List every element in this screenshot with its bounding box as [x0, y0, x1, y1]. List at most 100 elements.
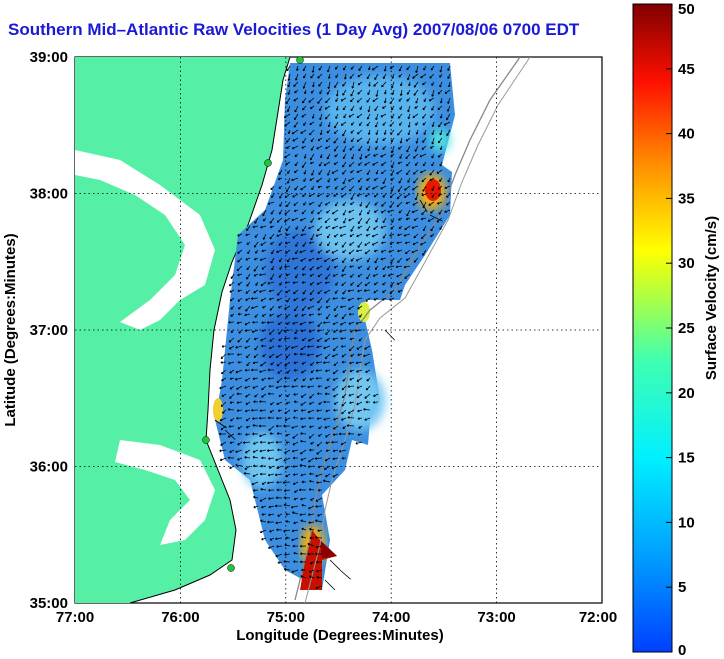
velocity-arrow [422, 185, 427, 192]
velocity-arrow [356, 369, 363, 373]
velocity-arrow [308, 337, 315, 342]
velocity-arrow [357, 217, 363, 225]
velocity-arrow [381, 81, 387, 88]
velocity-arrow [269, 225, 275, 229]
velocity-arrow [270, 273, 275, 280]
velocity-arrow [374, 265, 379, 270]
velocity-arrow [254, 313, 259, 318]
velocity-arrow [342, 369, 347, 373]
velocity-arrow [317, 321, 323, 327]
velocity-arrow [268, 289, 275, 293]
velocity-arrow [342, 161, 347, 168]
velocity-arrow [294, 113, 299, 121]
velocity-arrow [237, 281, 243, 286]
velocity-arrow [262, 217, 267, 222]
velocity-arrow [347, 289, 355, 293]
velocity-arrow [428, 97, 435, 102]
velocity-arrow [325, 97, 331, 104]
velocity-arrow [431, 105, 435, 111]
velocity-arrow [235, 369, 243, 374]
velocity-arrow [367, 145, 371, 152]
velocity-arrow [421, 209, 427, 216]
velocity-arrow [261, 321, 267, 324]
velocity-arrow [244, 313, 251, 317]
velocity-arrow [356, 113, 363, 119]
velocity-arrow [325, 249, 331, 253]
velocity-arrow [355, 257, 363, 262]
speed-shading [242, 75, 450, 488]
velocity-arrow [324, 281, 331, 285]
velocity-arrow [333, 145, 339, 152]
velocity-arrow [285, 225, 291, 232]
colorbar-tick-label: 25 [678, 320, 695, 337]
velocity-arrow [326, 209, 331, 214]
velocity-arrow [334, 81, 339, 88]
velocity-arrow [389, 289, 395, 295]
velocity-arrow [342, 265, 347, 272]
velocity-arrow [342, 201, 347, 206]
velocity-arrow [315, 473, 323, 478]
velocity-arrow [333, 161, 339, 165]
velocity-arrow [303, 121, 307, 126]
velocity-arrow [252, 385, 259, 389]
velocity-arrow [246, 241, 251, 245]
velocity-arrow [340, 305, 347, 309]
velocity-arrow [350, 281, 355, 286]
velocity-arrow [317, 249, 323, 254]
velocity-arrow [284, 209, 291, 215]
velocity-arrow [318, 401, 323, 405]
velocity-arrow [318, 425, 323, 430]
velocity-arrow [349, 361, 355, 365]
velocity-arrow [317, 185, 323, 189]
velocity-arrow [301, 273, 307, 276]
velocity-arrow [293, 497, 299, 501]
velocity-arrow [309, 527, 315, 531]
velocity-arrow [372, 65, 379, 71]
velocity-arrow [283, 424, 291, 428]
velocity-arrow [251, 408, 259, 412]
velocity-arrow [286, 185, 291, 193]
velocity-arrow [391, 73, 395, 79]
velocity-arrow [326, 129, 331, 134]
velocity-arrow [300, 385, 307, 388]
velocity-arrow [246, 225, 251, 231]
velocity-arrow [407, 129, 411, 136]
velocity-arrow [419, 153, 427, 158]
velocity-arrow [438, 121, 443, 128]
velocity-arrow [301, 161, 307, 168]
velocity-arrow [287, 73, 291, 81]
velocity-arrow [260, 337, 267, 342]
velocity-arrow [315, 585, 323, 589]
radar-site-marker [227, 564, 235, 572]
velocity-arrow [252, 488, 259, 492]
velocity-arrow [312, 81, 315, 88]
velocity-arrow [347, 416, 355, 419]
velocity-arrow [278, 209, 283, 215]
velocity-arrow [301, 193, 307, 197]
velocity-arrow [333, 408, 339, 412]
velocity-arrow [269, 305, 275, 311]
velocity-arrow [357, 353, 363, 357]
velocity-arrow [229, 441, 235, 444]
velocity-arrow [293, 169, 299, 174]
velocity-arrow [375, 89, 379, 97]
velocity-arrow [333, 129, 339, 134]
velocity-arrow [357, 409, 363, 413]
velocity-arrow [308, 513, 315, 517]
velocity-arrow [214, 419, 227, 429]
velocity-arrow [310, 217, 315, 223]
velocity-arrow [356, 249, 363, 253]
velocity-arrow [382, 265, 387, 271]
y-tick-label: 39:00 [30, 49, 68, 66]
velocity-arrow [356, 345, 363, 350]
x-tick-label: 76:00 [161, 609, 199, 626]
velocity-arrow [350, 65, 355, 70]
velocity-arrow [389, 201, 395, 208]
velocity-arrow [269, 345, 275, 350]
velocity-arrow [286, 393, 291, 398]
velocity-arrow [374, 73, 379, 80]
velocity-arrow [342, 425, 347, 430]
velocity-arrow [229, 385, 235, 390]
velocity-arrow [325, 313, 331, 320]
velocity-arrow [235, 449, 243, 453]
